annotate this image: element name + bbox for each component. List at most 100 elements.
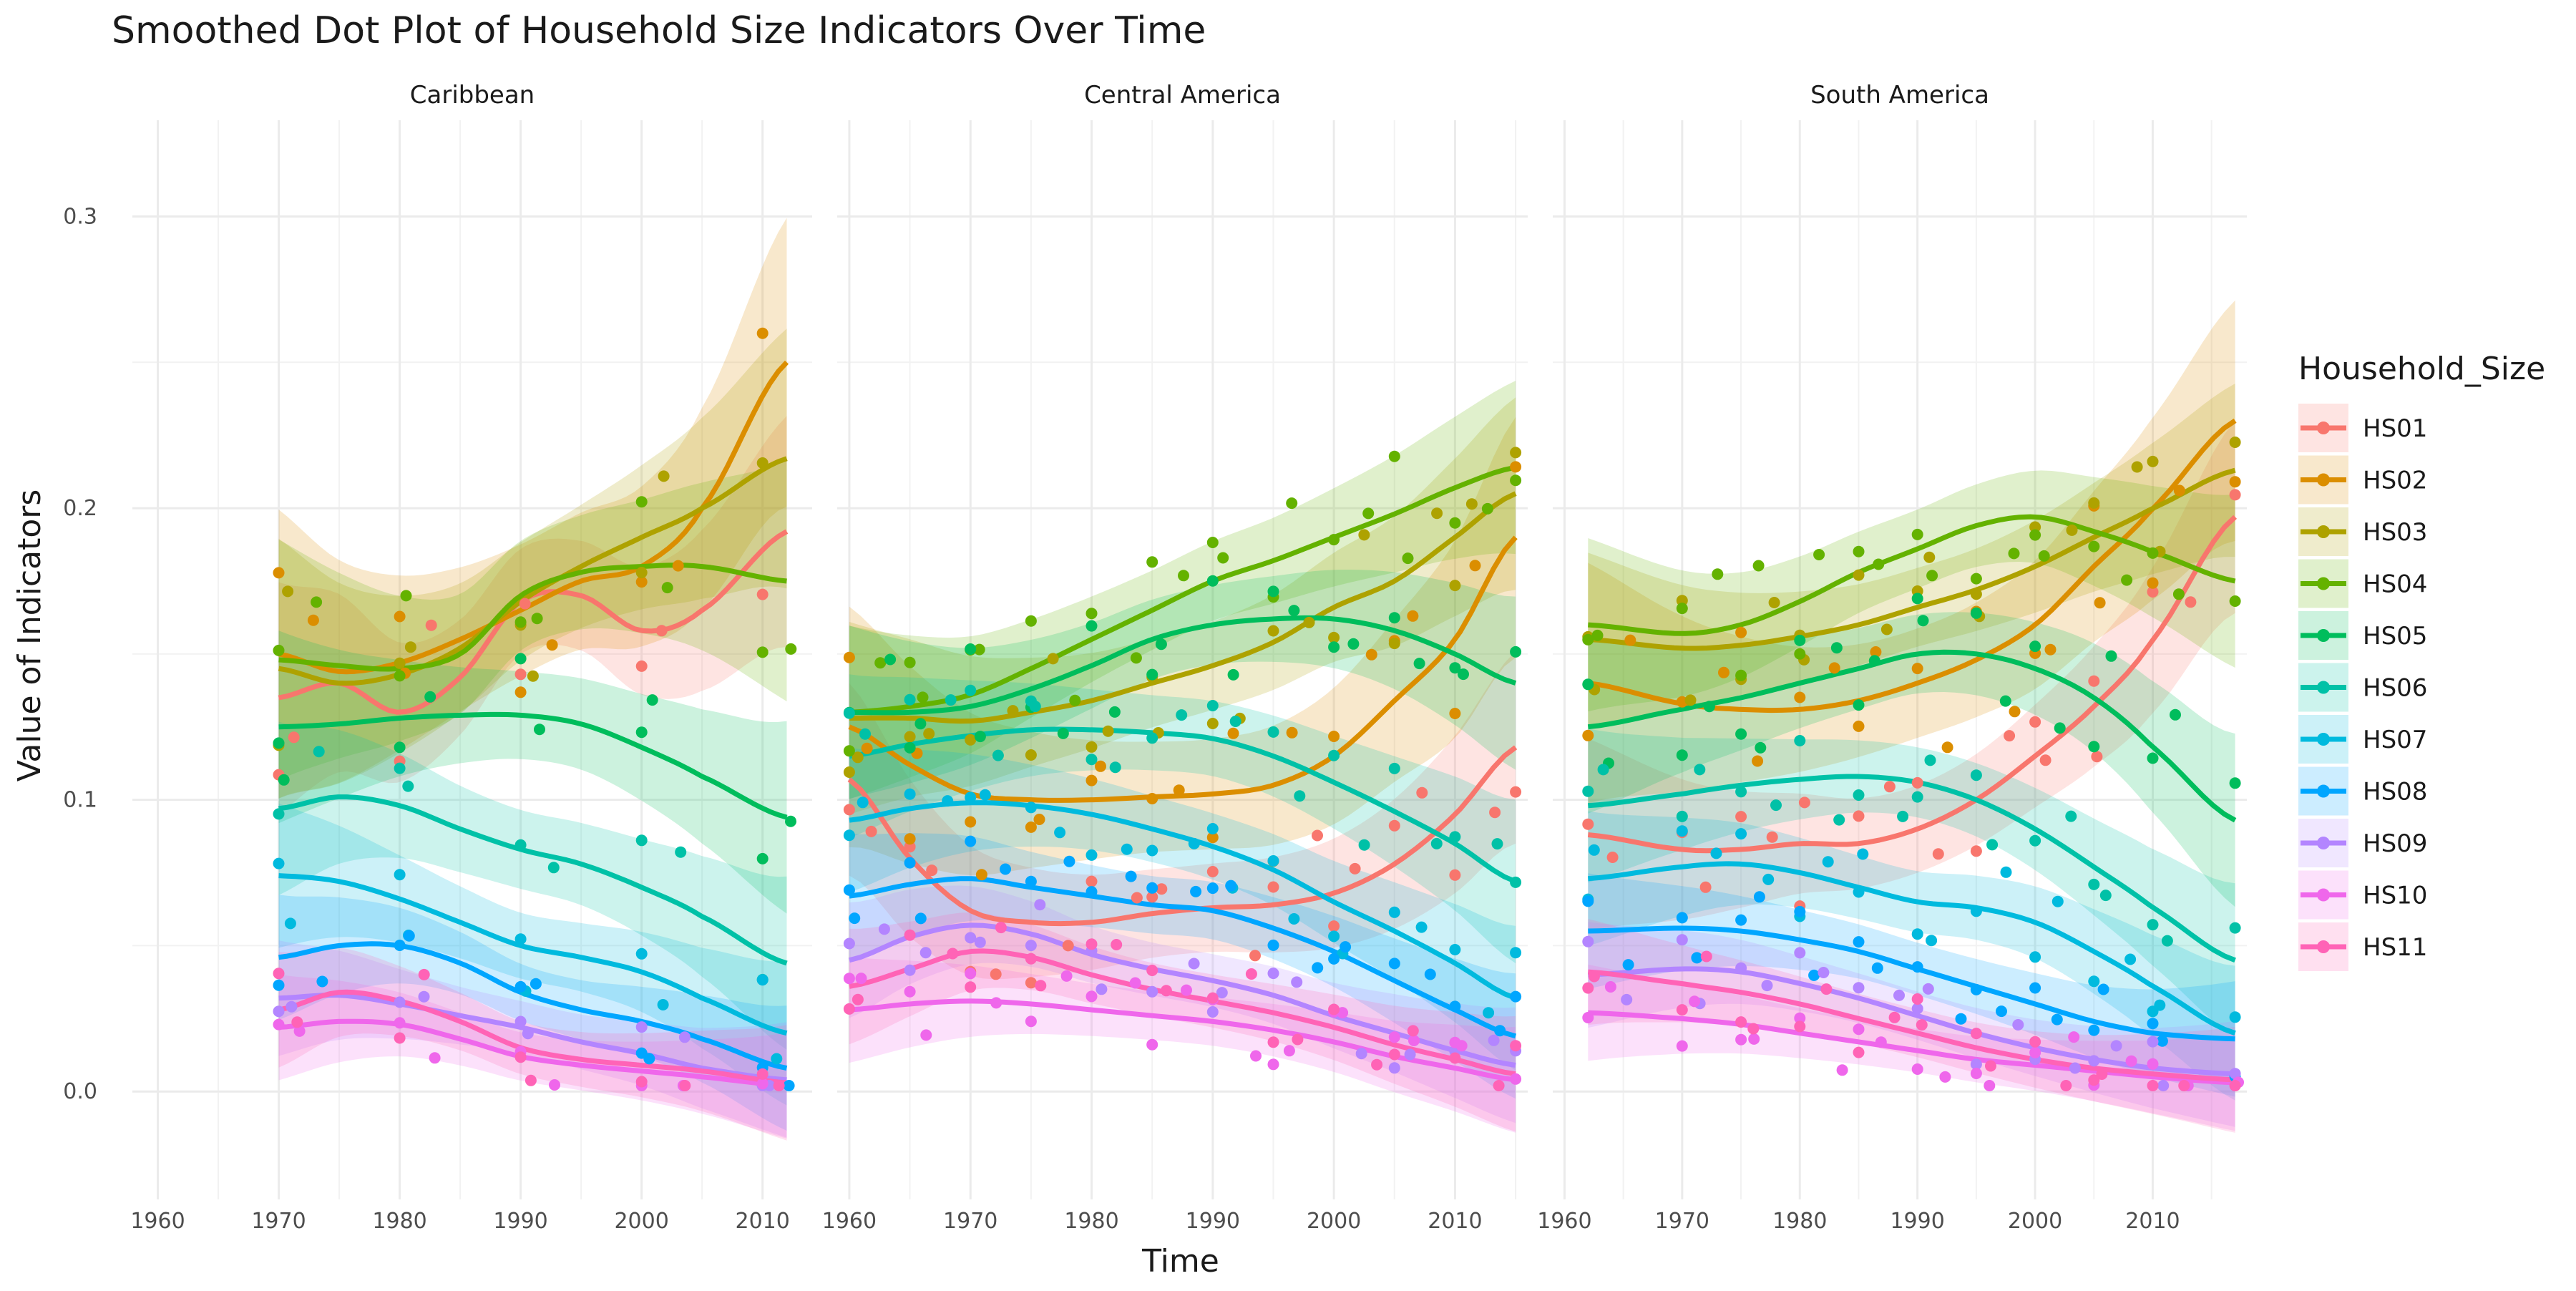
data-point-hs04 bbox=[756, 646, 769, 658]
data-point-hs03 bbox=[1431, 507, 1443, 520]
data-point-hs04 bbox=[661, 582, 673, 594]
data-point-hs11 bbox=[756, 1068, 769, 1080]
data-point-hs06 bbox=[2029, 834, 2041, 847]
data-point-hs09 bbox=[1034, 899, 1046, 911]
points-south-america bbox=[1582, 437, 2244, 1091]
data-point-hs11 bbox=[1146, 965, 1158, 976]
data-point-hs05 bbox=[1735, 728, 1747, 740]
data-point-hs08 bbox=[1190, 885, 1202, 897]
data-point-hs08 bbox=[1794, 905, 1806, 917]
data-point-hs02 bbox=[2044, 643, 2057, 656]
data-point-hs04 bbox=[2029, 529, 2041, 541]
data-point-hs09 bbox=[965, 932, 977, 944]
data-point-hs05 bbox=[2229, 777, 2241, 789]
data-point-hs06 bbox=[2161, 935, 2173, 947]
data-point-hs07 bbox=[2124, 953, 2137, 965]
lines-caribbean bbox=[278, 360, 789, 1088]
data-point-hs11 bbox=[525, 1074, 537, 1086]
data-point-hs02 bbox=[1582, 729, 1594, 741]
data-point-hs07 bbox=[1288, 913, 1300, 925]
data-point-hs09 bbox=[2157, 1080, 2170, 1091]
data-point-hs06 bbox=[1924, 754, 1936, 766]
data-point-hs11 bbox=[1206, 992, 1219, 1004]
data-point-hs09 bbox=[1794, 947, 1806, 959]
legend-item-hs11: HS11 bbox=[2298, 922, 2427, 971]
data-point-hs05 bbox=[424, 691, 436, 703]
x-axis-title: Time bbox=[1141, 1243, 1219, 1280]
data-point-hs03 bbox=[1768, 597, 1780, 608]
data-point-hs07 bbox=[2229, 1011, 2241, 1023]
data-point-hs11 bbox=[1493, 1080, 1505, 1091]
data-point-hs11 bbox=[1267, 1036, 1279, 1048]
data-point-hs11 bbox=[904, 929, 916, 941]
data-point-hs09 bbox=[1735, 962, 1747, 974]
data-point-hs01 bbox=[655, 625, 668, 637]
data-point-hs02 bbox=[843, 651, 855, 663]
data-point-hs04 bbox=[2008, 547, 2020, 560]
data-point-hs10 bbox=[1510, 1073, 1522, 1085]
data-point-hs07 bbox=[1510, 947, 1522, 959]
data-point-hs05 bbox=[1794, 634, 1806, 646]
panel-title-central-america: Central America bbox=[1084, 81, 1281, 109]
data-point-hs10 bbox=[2068, 1031, 2080, 1043]
data-point-hs07 bbox=[1449, 944, 1461, 955]
data-point-hs06 bbox=[904, 693, 916, 706]
data-point-hs01 bbox=[1932, 848, 1944, 860]
data-point-hs05 bbox=[1999, 695, 2011, 707]
data-point-hs02 bbox=[635, 576, 648, 588]
data-point-hs05 bbox=[1227, 668, 1239, 681]
legend-item-hs01: HS01 bbox=[2298, 404, 2427, 452]
data-point-hs04 bbox=[273, 644, 285, 656]
legend-point-hs05 bbox=[2317, 629, 2330, 642]
legend-label-hs06: HS06 bbox=[2363, 674, 2427, 703]
data-point-hs01 bbox=[756, 588, 769, 600]
data-point-hs03 bbox=[404, 641, 416, 653]
legend-label-hs04: HS04 bbox=[2363, 570, 2427, 599]
data-point-hs07 bbox=[965, 791, 977, 804]
data-point-hs06 bbox=[402, 780, 414, 792]
data-point-hs06 bbox=[2065, 810, 2077, 822]
data-point-hs06 bbox=[1853, 789, 1865, 801]
data-point-hs07 bbox=[1822, 856, 1834, 868]
data-point-hs02 bbox=[861, 742, 873, 754]
data-point-hs06 bbox=[1833, 814, 1845, 826]
data-point-hs09 bbox=[1216, 987, 1228, 999]
data-point-hs01 bbox=[2229, 489, 2241, 501]
data-point-hs05 bbox=[756, 852, 769, 864]
data-point-hs04 bbox=[2147, 547, 2159, 559]
data-point-hs03 bbox=[1102, 725, 1114, 737]
legend-title: Household_Size bbox=[2298, 351, 2545, 387]
data-point-hs05 bbox=[1582, 678, 1594, 691]
data-point-hs11 bbox=[1449, 1052, 1461, 1064]
data-point-hs11 bbox=[2096, 1068, 2108, 1080]
data-point-hs06 bbox=[1770, 799, 1782, 812]
points-central-america bbox=[843, 447, 1522, 1091]
data-point-hs08 bbox=[849, 912, 861, 925]
data-point-hs05 bbox=[534, 724, 545, 736]
data-point-hs03 bbox=[904, 731, 916, 743]
data-point-hs06 bbox=[1267, 726, 1279, 738]
smooth-line-hs07-central-america bbox=[849, 800, 1517, 1001]
data-point-hs05 bbox=[1206, 575, 1219, 587]
data-point-hs10 bbox=[1025, 1015, 1037, 1028]
data-point-hs07 bbox=[979, 789, 991, 801]
data-point-hs06 bbox=[1582, 785, 1594, 797]
data-point-hs08 bbox=[1753, 891, 1765, 903]
data-point-hs06 bbox=[1294, 790, 1306, 802]
smooth-line-hs02-central-america bbox=[848, 535, 1518, 803]
data-point-hs09 bbox=[2147, 1036, 2159, 1048]
data-point-hs07 bbox=[1911, 928, 1923, 940]
data-point-hs04 bbox=[1481, 502, 1493, 515]
data-point-hs11 bbox=[965, 981, 977, 993]
data-point-hs03 bbox=[658, 470, 670, 482]
data-point-hs02 bbox=[1911, 663, 1923, 675]
data-point-hs07 bbox=[657, 999, 669, 1010]
legend-item-hs03: HS03 bbox=[2298, 507, 2427, 556]
data-point-hs08 bbox=[1494, 1025, 1506, 1037]
data-point-hs10 bbox=[429, 1052, 441, 1064]
data-point-hs06 bbox=[1510, 876, 1522, 888]
data-point-hs02 bbox=[1033, 814, 1045, 825]
data-point-hs10 bbox=[1676, 1040, 1688, 1052]
data-point-hs06 bbox=[2147, 919, 2159, 931]
data-point-hs08 bbox=[1328, 953, 1340, 965]
